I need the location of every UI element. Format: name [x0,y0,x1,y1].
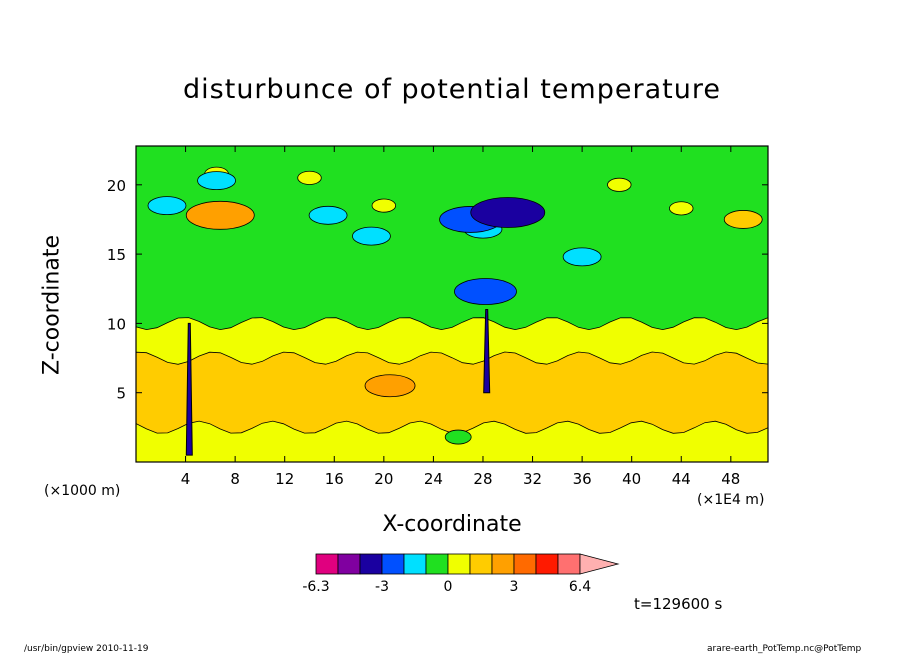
plot-frame [135,145,769,463]
anomaly-18 [444,429,472,445]
colorbar-swatch-3 [381,553,405,575]
anomaly-17 [364,374,416,398]
colorbar-label-2: 0 [444,579,453,595]
colorbar-swatch-12 [579,553,620,575]
colorbar-label-0: -6.3 [302,579,329,595]
x-tick-label-44: 44 [672,470,691,488]
anomaly-3 [197,171,236,191]
x-axis-label: X-coordinate [382,512,522,537]
colorbar-swatch-7 [469,553,493,575]
footer-right: arare-earth_PotTemp.nc@PotTemp [707,644,862,654]
colorbar-swatch-11 [557,553,581,575]
footer-left: /usr/bin/gpview 2010-11-19 [24,644,149,654]
anomaly-15 [723,210,763,229]
anomaly-11 [470,197,546,228]
x-tick-label-4: 4 [181,470,191,488]
anomaly-8 [352,226,391,246]
anomaly-16 [454,278,517,305]
x-tick-label-40: 40 [622,470,641,488]
x-tick-label-12: 12 [275,470,294,488]
plot-area [136,146,768,462]
x-tick-label-16: 16 [325,470,344,488]
colorbar-label-3: 3 [510,579,519,595]
anomaly-13 [607,177,632,192]
x-tick-label-32: 32 [523,470,542,488]
colorbar-swatch-0 [315,553,339,575]
colorbar-label-4: 6.4 [569,579,591,595]
colorbar-swatch-6 [447,553,471,575]
y-tick-label-10: 10 [107,315,126,333]
x-tick-label-8: 8 [230,470,240,488]
x-tick-label-28: 28 [473,470,492,488]
x-tick-label-36: 36 [573,470,592,488]
anomaly-14 [669,201,694,216]
time-label: t=129600 s [634,595,723,613]
colorbar-swatch-10 [535,553,559,575]
anomaly-4 [147,196,187,215]
anomaly-5 [297,170,322,185]
x-axis-unit-left: (×1000 m) [44,483,121,499]
colorbar-swatch-4 [403,553,427,575]
y-tick-label-20: 20 [107,177,126,195]
x-tick-label-48: 48 [721,470,740,488]
anomaly-7 [308,205,348,225]
colorbar-swatch-5 [425,553,449,575]
colorbar-swatch-8 [491,553,515,575]
x-axis-unit-right: (×1E4 m) [697,492,765,508]
chart-title: disturbunce of potential temperature [183,74,721,105]
anomaly-1 [185,200,255,230]
x-tick-label-24: 24 [424,470,443,488]
colorbar-label-1: -3 [375,579,389,595]
colorbar-swatch-9 [513,553,537,575]
y-tick-label-15: 15 [107,246,126,264]
colorbar-swatch-1 [337,553,361,575]
y-tick-label-5: 5 [116,385,126,403]
column-0 [185,322,193,456]
column-1 [483,309,491,394]
colorbar-swatch-2 [359,553,383,575]
colorbar: -6.3 -3 0 3 6.4 [302,553,620,595]
x-tick-label-20: 20 [374,470,393,488]
anomaly-6 [371,198,397,213]
anomaly-12 [562,247,602,267]
